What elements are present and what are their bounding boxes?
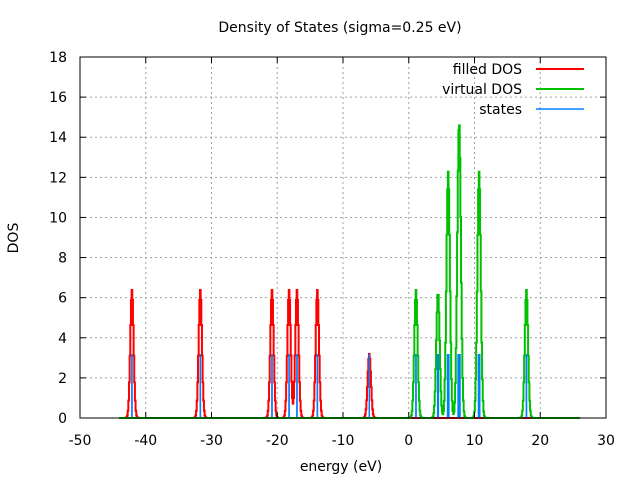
y-tick-label: 14 <box>49 130 67 146</box>
legend-label: virtual DOS <box>442 82 522 98</box>
y-axis-label: DOS <box>6 223 22 254</box>
x-tick-label: 20 <box>531 433 549 449</box>
y-tick-label: 4 <box>58 331 67 347</box>
y-tick-label: 10 <box>49 210 67 226</box>
x-tick-label: -50 <box>69 433 92 449</box>
x-tick-label: 10 <box>466 433 484 449</box>
legend-label: states <box>479 102 522 118</box>
x-tick-label: -20 <box>266 433 289 449</box>
y-tick-label: 8 <box>58 251 67 267</box>
series-line-virtual-dos <box>119 124 581 419</box>
y-tick-label: 6 <box>58 291 67 307</box>
chart-title: Density of States (sigma=0.25 eV) <box>218 20 461 36</box>
y-tick-label: 18 <box>49 50 67 66</box>
x-tick-label: -30 <box>200 433 223 449</box>
x-tick-label: 30 <box>597 433 615 449</box>
ticks: -50 -40 -30 -20 -10 0 10 20 30 0 2 4 6 8 10 12 14 16 18 <box>49 50 615 449</box>
y-tick-label: 12 <box>49 170 67 186</box>
x-tick-label: -10 <box>332 433 355 449</box>
x-axis-label: energy (eV) <box>300 459 382 475</box>
legend: filled DOS virtual DOS states <box>442 62 584 118</box>
legend-label: filled DOS <box>453 62 522 78</box>
curves <box>119 124 581 419</box>
y-tick-label: 2 <box>58 371 67 387</box>
y-tick-label: 0 <box>58 411 67 427</box>
x-tick-label: 0 <box>404 433 413 449</box>
series-line-filled-dos <box>119 288 581 419</box>
grid <box>80 57 606 418</box>
state-sticks <box>131 354 528 418</box>
x-tick-label: -40 <box>134 433 157 449</box>
y-tick-label: 16 <box>49 90 67 106</box>
